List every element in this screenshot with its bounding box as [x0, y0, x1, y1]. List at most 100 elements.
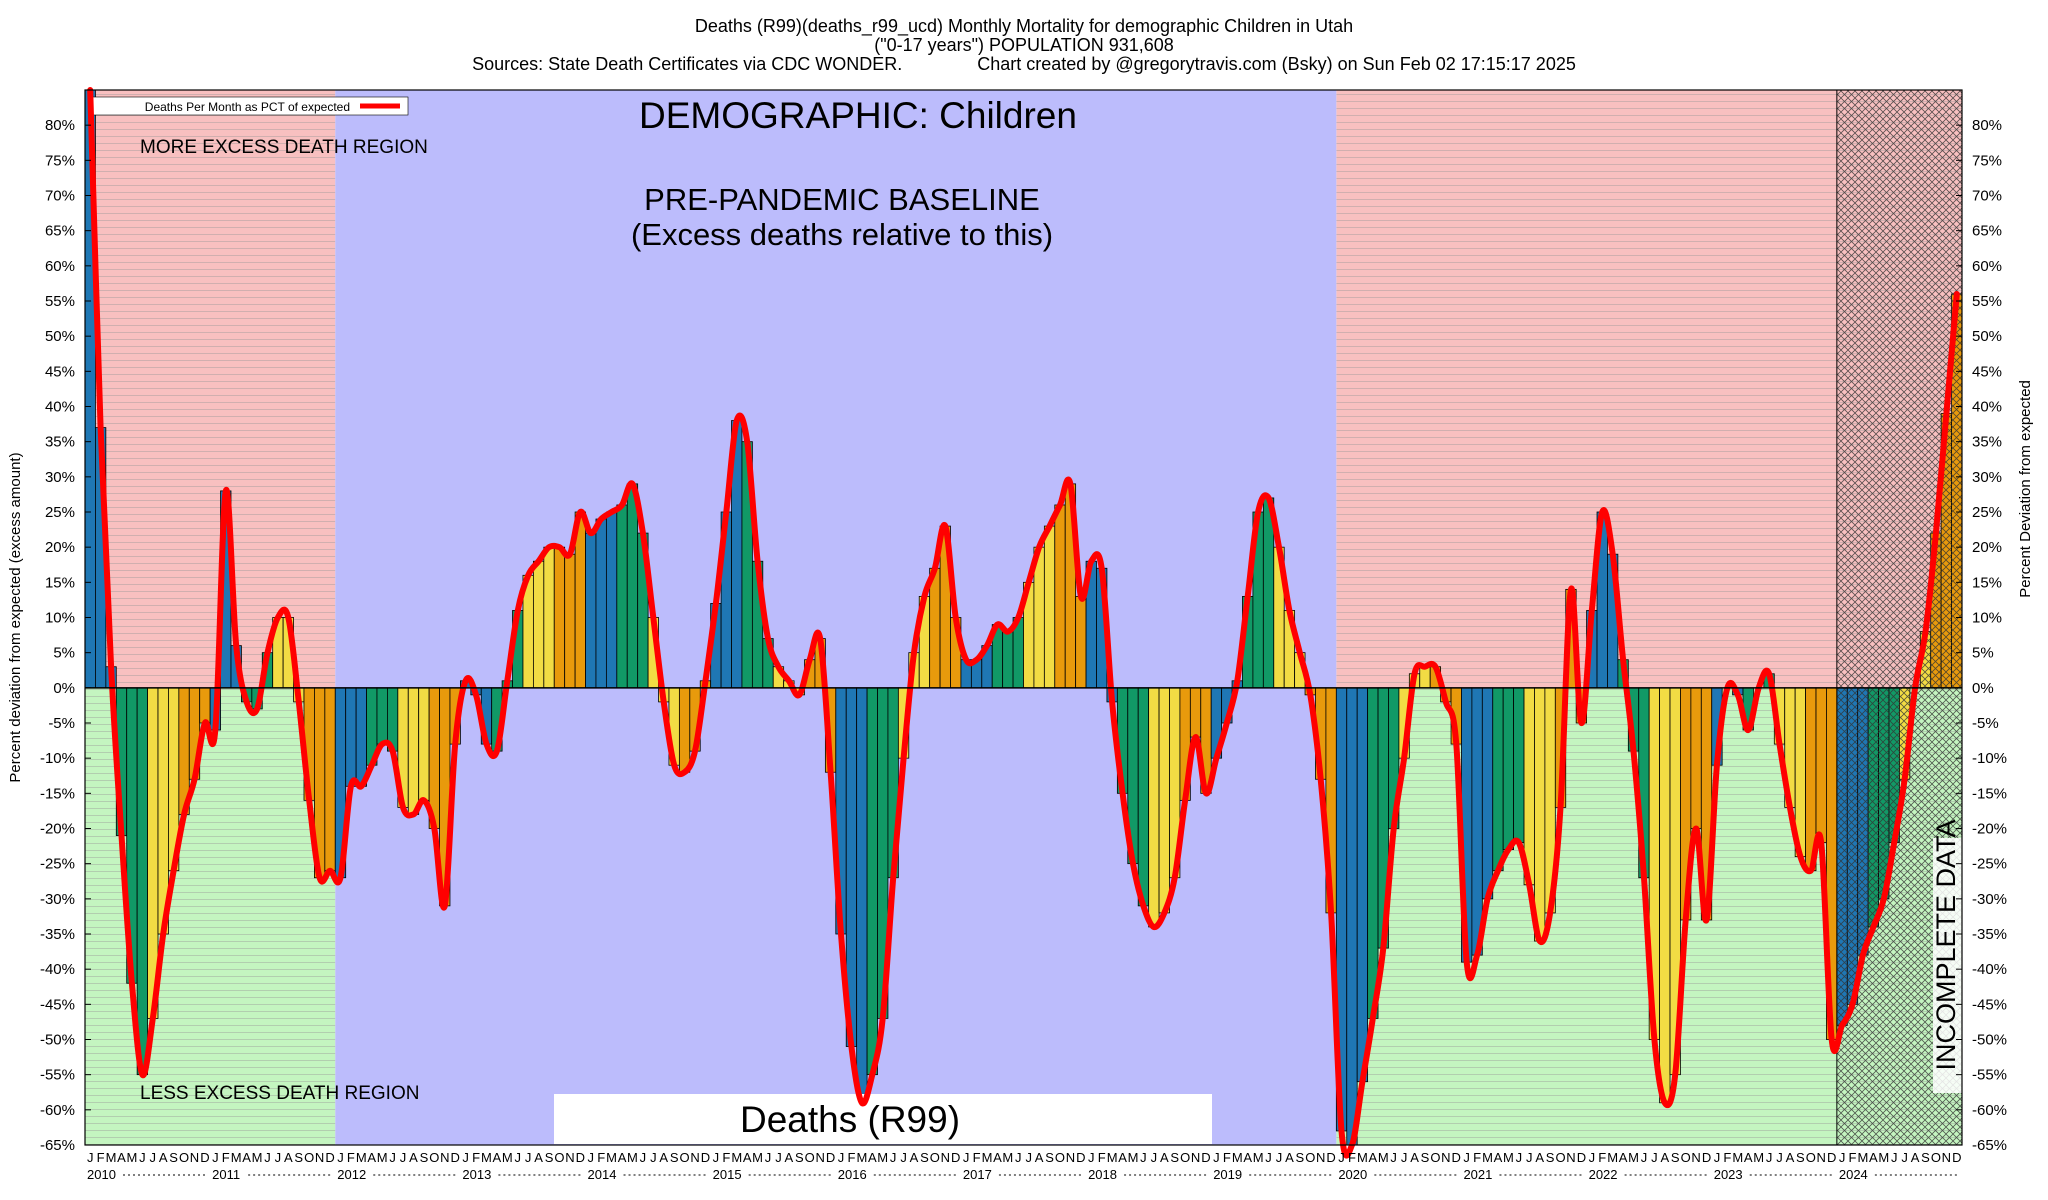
x-month-label: J — [1651, 1150, 1658, 1165]
x-month-label: S — [169, 1150, 178, 1165]
x-month-label: A — [1660, 1150, 1669, 1165]
x-month-label: J — [1015, 1150, 1022, 1165]
y-tick-label-right: -25% — [1972, 856, 2007, 873]
bar — [626, 483, 639, 689]
bar — [355, 687, 367, 787]
x-month-label: M — [127, 1150, 138, 1165]
incomplete-label-box — [1933, 838, 1963, 1093]
cause-label-box — [554, 1094, 1212, 1144]
x-month-label: M — [877, 1150, 888, 1165]
x-month-label: J — [1776, 1150, 1783, 1165]
bar — [1002, 631, 1014, 689]
y-tick-label-left: 50% — [45, 328, 75, 345]
x-month-label: S — [1045, 1150, 1054, 1165]
y-tick-label-left: 15% — [45, 574, 75, 591]
x-month-label: O — [930, 1150, 940, 1165]
x-month-label: S — [1546, 1150, 1555, 1165]
x-month-label: J — [275, 1150, 282, 1165]
y-tick-label-right: -55% — [1972, 1067, 2007, 1084]
x-month-label: J — [1589, 1150, 1596, 1165]
bar — [199, 687, 211, 724]
y-tick-label-right: 50% — [1972, 328, 2002, 345]
x-month-label: M — [1002, 1150, 1013, 1165]
y-tick-label-left: -65% — [40, 1137, 75, 1154]
x-month-label: A — [618, 1150, 627, 1165]
y-tick-label-right: 40% — [1972, 399, 2002, 416]
x-month-label: M — [1482, 1150, 1493, 1165]
y-tick-label-right: -35% — [1972, 926, 2007, 943]
x-month-label: O — [1430, 1150, 1440, 1165]
bar — [1262, 497, 1275, 689]
x-month-label: J — [900, 1150, 907, 1165]
x-year-label: 2013 — [462, 1167, 491, 1182]
y-tick-label-right: -40% — [1972, 961, 2007, 978]
x-month-label: M — [752, 1150, 763, 1165]
x-month-label: M — [1858, 1150, 1869, 1165]
y-tick-label-right: -20% — [1972, 821, 2007, 838]
bar — [1815, 687, 1827, 843]
x-month-label: A — [159, 1150, 168, 1165]
x-month-label: A — [1494, 1150, 1503, 1165]
x-month-label: S — [545, 1150, 554, 1165]
x-year-label: 2020 — [1338, 1167, 1367, 1182]
x-year-label: 2019 — [1213, 1167, 1242, 1182]
x-month-label: F — [1348, 1150, 1356, 1165]
bar — [136, 687, 148, 1076]
x-month-label: A — [493, 1150, 502, 1165]
x-month-label: J — [1526, 1150, 1533, 1165]
x-year-label: 2012 — [337, 1167, 366, 1182]
x-month-label: F — [472, 1150, 480, 1165]
x-year-label: 2022 — [1589, 1167, 1618, 1182]
x-month-label: J — [1338, 1150, 1345, 1165]
y-tick-label-left: -30% — [40, 891, 75, 908]
bar — [1158, 687, 1170, 914]
x-month-label: J — [337, 1150, 344, 1165]
y-tick-label-right: -65% — [1972, 1137, 2007, 1154]
x-month-label: J — [212, 1150, 219, 1165]
x-year-label: 2015 — [713, 1167, 742, 1182]
x-month-label: S — [920, 1150, 929, 1165]
x-month-label: A — [1160, 1150, 1169, 1165]
bar — [1075, 596, 1087, 689]
x-month-label: F — [1223, 1150, 1231, 1165]
x-month-label: J — [1140, 1150, 1147, 1165]
x-month-label: A — [785, 1150, 794, 1165]
x-month-label: A — [534, 1150, 543, 1165]
x-month-label: A — [1368, 1150, 1377, 1165]
y-tick-label-left: 25% — [45, 504, 75, 521]
y-tick-label-right: -45% — [1972, 996, 2007, 1013]
x-month-label: A — [1118, 1150, 1127, 1165]
bar — [616, 504, 628, 689]
x-month-label: A — [993, 1150, 1002, 1165]
bar — [1502, 687, 1515, 850]
bar — [929, 567, 941, 689]
x-month-label: M — [606, 1150, 617, 1165]
x-month-label: J — [139, 1150, 146, 1165]
y-tick-label-right: 45% — [1972, 363, 2002, 380]
x-month-label: J — [389, 1150, 396, 1165]
bar — [1148, 687, 1160, 928]
x-month-label: J — [1714, 1150, 1721, 1165]
x-month-label: D — [1702, 1150, 1711, 1165]
x-month-label: A — [1911, 1150, 1920, 1165]
x-month-label: A — [1035, 1150, 1044, 1165]
x-year-label: 2018 — [1088, 1167, 1117, 1182]
baseline-region — [335, 90, 1337, 1145]
x-month-label: N — [565, 1150, 574, 1165]
x-month-label: N — [440, 1150, 449, 1165]
x-month-label: O — [1555, 1150, 1565, 1165]
x-month-label: M — [106, 1150, 117, 1165]
bar — [856, 687, 868, 1104]
y-tick-label-right: 55% — [1972, 293, 2002, 310]
y-tick-label-left: 80% — [45, 117, 75, 134]
x-month-label: J — [650, 1150, 657, 1165]
x-month-label: N — [190, 1150, 199, 1165]
less-excess-label: LESS EXCESS DEATH REGION — [140, 1083, 419, 1104]
chart-subtitle: ("0-17 years") POPULATION 931,608 — [874, 35, 1174, 55]
x-month-label: D — [1076, 1150, 1085, 1165]
x-month-label: F — [222, 1150, 230, 1165]
x-month-label: D — [1827, 1150, 1836, 1165]
x-month-label: D — [826, 1150, 835, 1165]
bar — [1690, 687, 1702, 829]
x-month-label: D — [1577, 1150, 1586, 1165]
